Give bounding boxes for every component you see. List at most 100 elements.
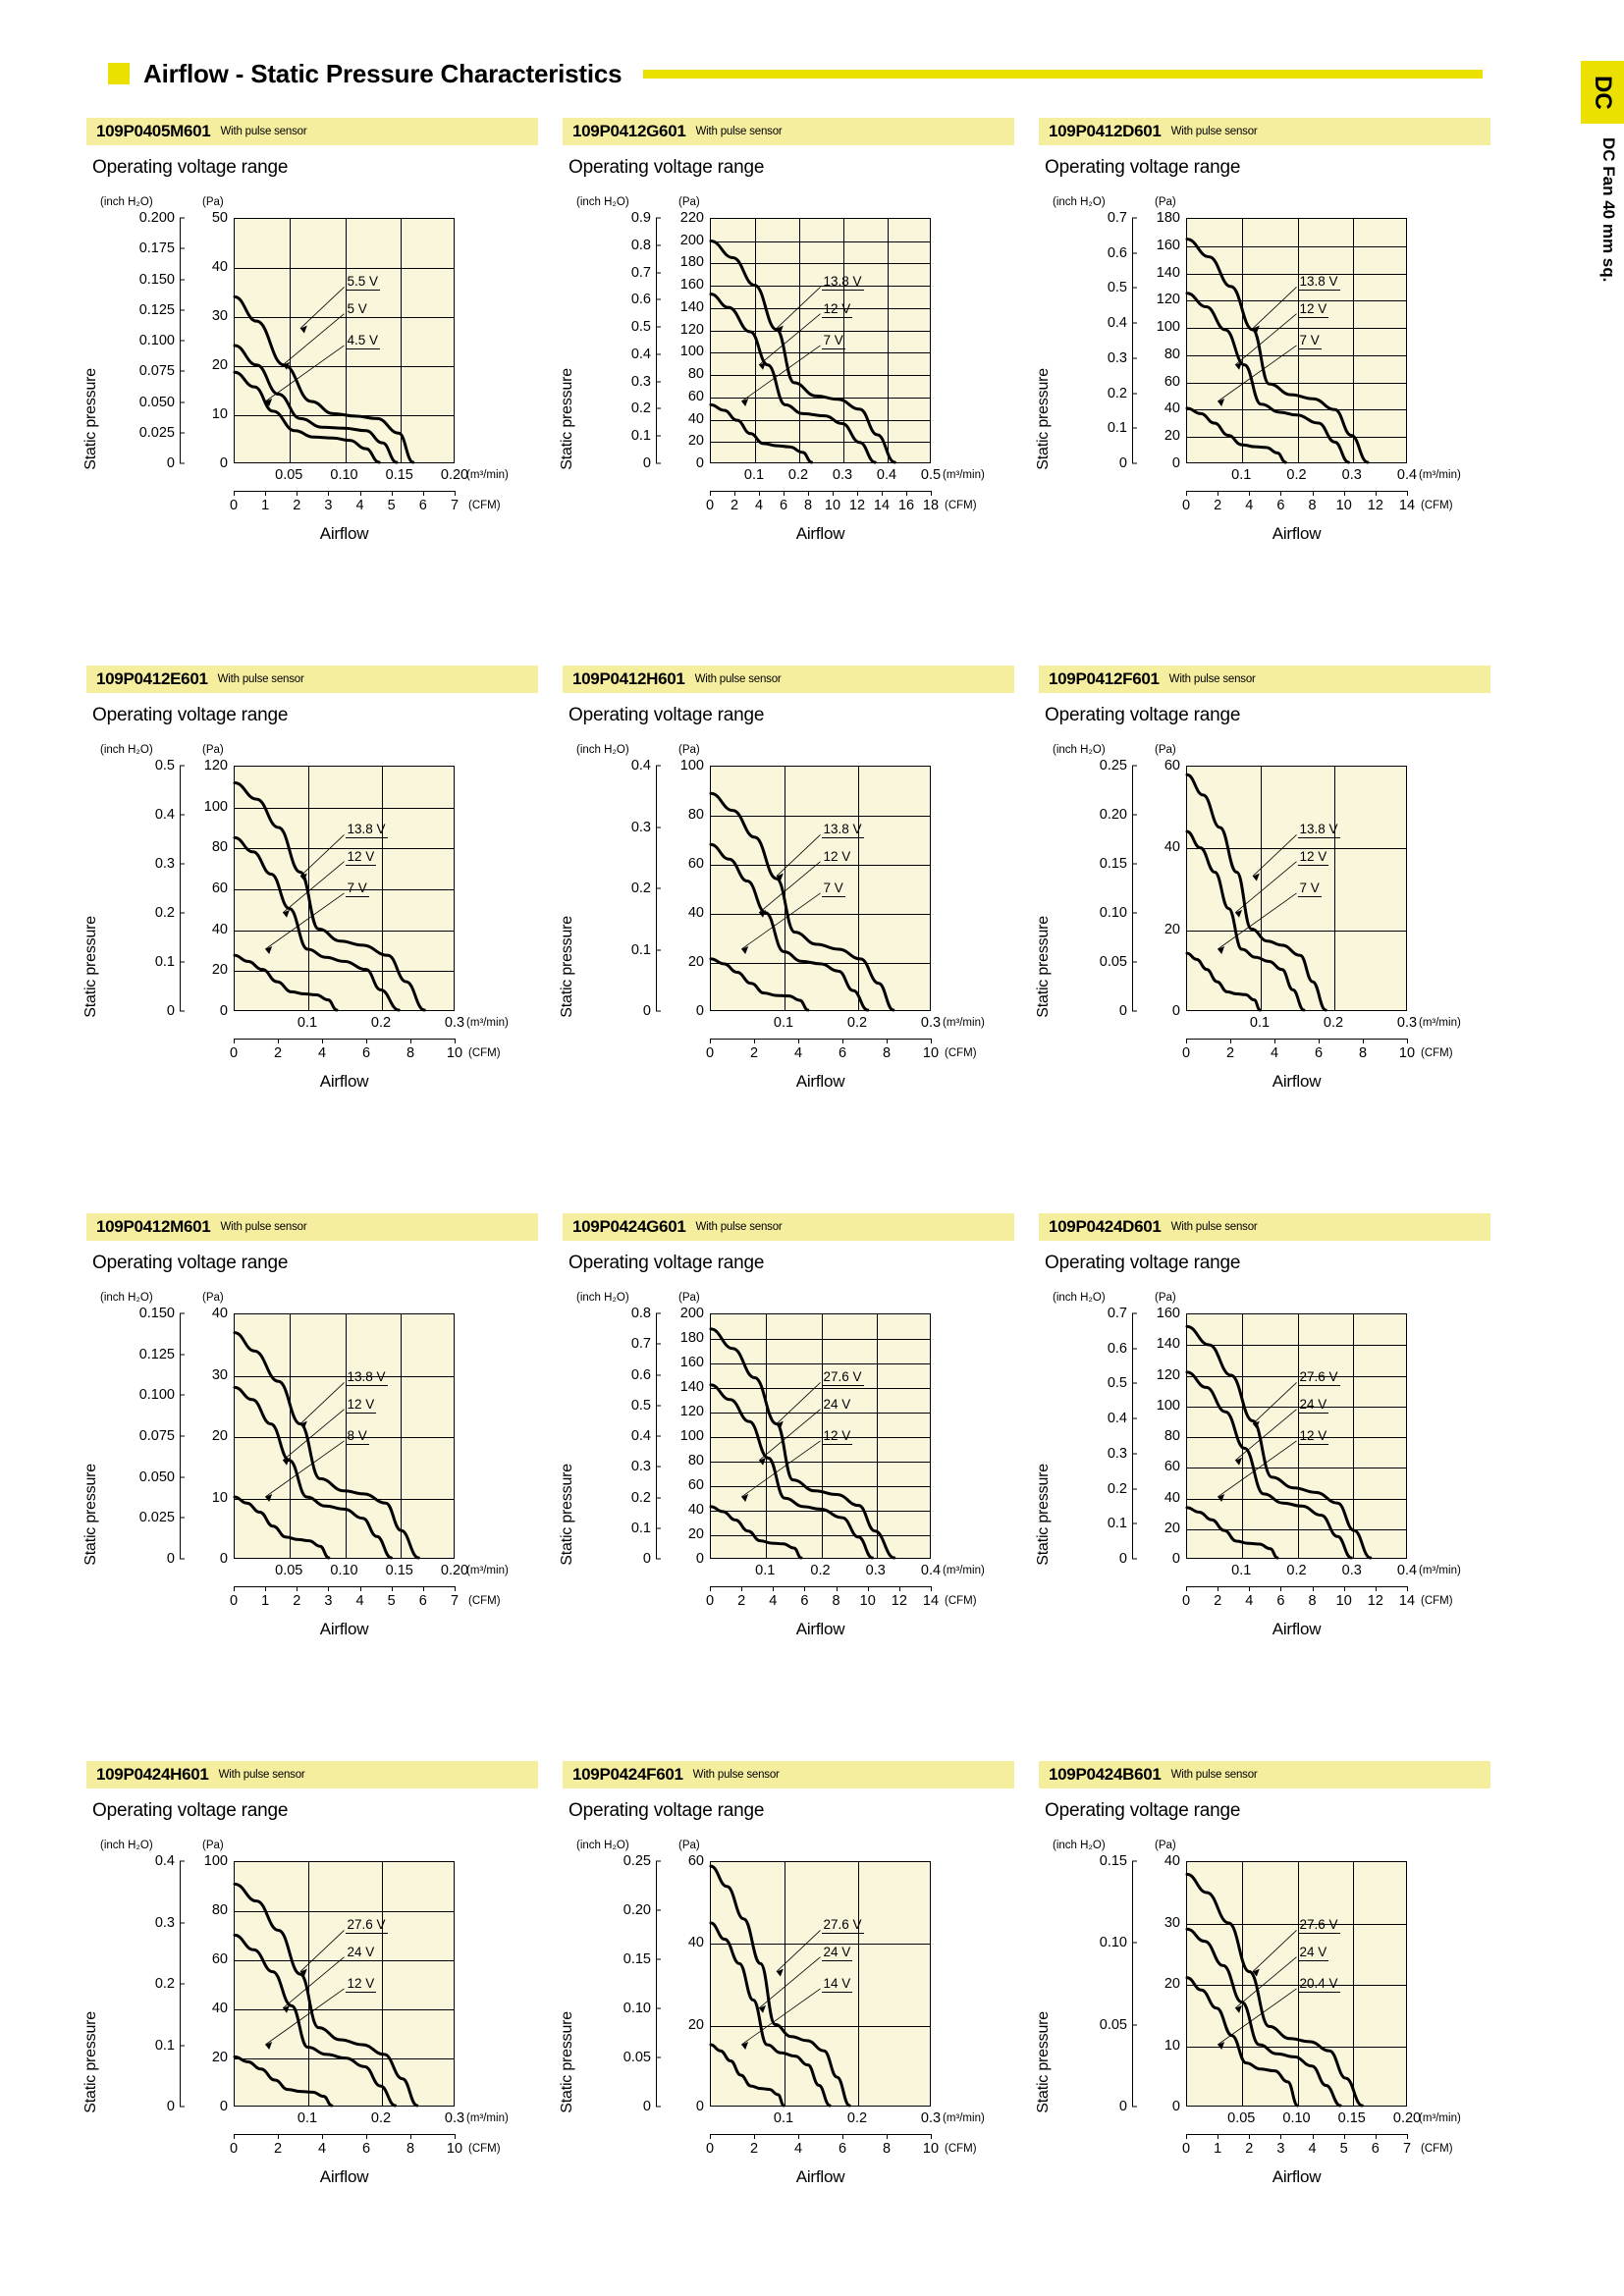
x-axis-label: Airflow <box>795 1072 845 1091</box>
y-axis-pa: 60 40 20 0 <box>661 1853 708 2114</box>
v-gridline <box>843 219 844 462</box>
chart: (inch H₂O) (Pa) Static pressure 0.25 0.20 0.1… <box>559 1840 1014 2281</box>
voltage-callout: 13.8 V <box>1297 274 1340 291</box>
curve-7v <box>711 404 812 462</box>
x-tick-m3min: 0.1 <box>743 467 765 483</box>
leader-line <box>741 893 820 949</box>
leader-arrowhead <box>265 2042 273 2050</box>
y-axis-label: Static pressure <box>1035 916 1052 1018</box>
y-axis-line <box>1132 218 1133 463</box>
y-tick-pa: 120 <box>1156 292 1180 308</box>
h-gridline <box>1187 300 1406 302</box>
x-tick-cfm: 2 <box>273 2141 283 2157</box>
y-tick-pa: 0 <box>1171 1551 1180 1567</box>
leader-line <box>1235 1957 1296 2008</box>
x-axis-ruler <box>710 1586 931 1587</box>
h-gridline <box>235 889 454 890</box>
axis-unit-row: (inch H₂O) (Pa) <box>86 196 538 212</box>
y-tickmark-inch <box>656 1466 661 1468</box>
y-unit-inch-h2o: (inch H₂O) <box>100 744 153 756</box>
voltage-callout: 7 V <box>1297 333 1322 349</box>
y-tick-pa: 180 <box>679 254 704 271</box>
leader-arrowhead <box>265 946 273 954</box>
y-axis-label: Static pressure <box>559 368 575 470</box>
y-unit-pa: (Pa) <box>1155 1292 1176 1304</box>
x-tick-cfm: 3 <box>324 498 333 513</box>
leader-arrowhead <box>1235 361 1242 370</box>
x-tick-cfm: 5 <box>387 1593 396 1609</box>
y-axis-inch: 0.4 0.3 0.2 0.1 0 <box>104 1853 185 2114</box>
y-tick-pa: 160 <box>1156 237 1180 253</box>
x-tick-cfm: 6 <box>361 2141 371 2157</box>
x-tick-m3min: 0.15 <box>385 1563 413 1578</box>
curve-276v <box>1187 1874 1362 2106</box>
chart: (inch H₂O) (Pa) Static pressure 0.200 0.175 0… <box>82 196 538 638</box>
x-tick-m3min: 0.3 <box>1396 1015 1418 1031</box>
chart-panel: 109P0424G601 With pulse sensor Operating v… <box>559 1213 1014 1743</box>
x-tickmark-cfm <box>1249 2134 1251 2139</box>
y-tick-pa: 10 <box>211 1489 228 1506</box>
x-tick-cfm: 5 <box>1339 2141 1348 2157</box>
x-unit-cfm: (CFM) <box>945 500 977 511</box>
x-tick-cfm: 3 <box>1276 2141 1285 2157</box>
y-tick-inch: 0.1 <box>630 428 651 445</box>
curve-14v <box>711 2045 784 2106</box>
x-tickmark-cfm <box>1186 491 1187 496</box>
y-tick-pa: 140 <box>679 1379 704 1395</box>
x-tickmark-cfm <box>234 491 235 496</box>
y-tick-inch: 0.15 <box>623 1951 651 1967</box>
x-tickmark-cfm <box>366 1039 367 1043</box>
v-gridline <box>858 1862 859 2106</box>
x-axis-ruler <box>1186 1039 1407 1040</box>
leader-arrowhead <box>741 399 749 406</box>
x-tick-m3min: 0.2 <box>787 467 809 483</box>
y-tick-inch: 0.6 <box>630 292 651 308</box>
y-tick-inch: 0 <box>1118 2099 1127 2114</box>
y-tick-inch: 0.025 <box>138 424 175 441</box>
x-tick-cfm: 6 <box>838 2141 847 2157</box>
y-tick-pa: 120 <box>679 1404 704 1419</box>
model-note: With pulse sensor <box>695 1221 783 1233</box>
y-tick-inch: 0 <box>1118 1003 1127 1019</box>
y-tick-pa: 30 <box>211 308 228 324</box>
model-number: 109P0412M601 <box>96 1217 211 1236</box>
y-tickmark-inch <box>180 1517 185 1519</box>
y-tick-inch: 0.8 <box>630 1306 651 1321</box>
x-unit-cfm: (CFM) <box>468 500 501 511</box>
x-tick-cfm: 8 <box>832 1593 840 1609</box>
x-axis-m3min: 0.1 0.2 0.3 0.4 (m³/min) <box>1186 1561 1461 1582</box>
model-header-bar: 109P0412G601 With pulse sensor <box>563 118 1014 145</box>
y-tick-inch: 0.20 <box>1099 807 1127 823</box>
voltage-callout: 5.5 V <box>345 274 381 291</box>
y-tick-pa: 180 <box>1156 210 1180 226</box>
x-tick-m3min: 0.2 <box>1286 467 1307 483</box>
x-axis-cfm: 0 1 2 3 4 5 6 7 (CFM) <box>1182 2134 1453 2167</box>
x-tickmark-cfm <box>887 1039 888 1043</box>
x-tickmark-cfm <box>784 491 785 496</box>
x-tick-cfm: 2 <box>1245 2141 1254 2157</box>
y-tick-pa: 0 <box>219 2099 228 2114</box>
curve-24v <box>1187 1372 1351 1558</box>
v-gridline <box>382 767 383 1010</box>
y-tick-inch: 0.20 <box>623 1902 651 1918</box>
x-tick-cfm: 10 <box>1398 1045 1416 1061</box>
voltage-callout: 7 V <box>821 333 845 349</box>
y-tick-pa: 40 <box>687 1502 704 1518</box>
x-unit-cfm: (CFM) <box>1421 500 1453 511</box>
x-tick-m3min: 0.20 <box>440 467 469 483</box>
y-tickmark-inch <box>180 1922 185 1923</box>
y-tickmark-inch <box>1132 814 1137 816</box>
model-header-bar: 109P0412H601 With pulse sensor <box>563 666 1014 693</box>
y-tickmark-inch <box>656 353 661 355</box>
chart: (inch H₂O) (Pa) Static pressure 0.9 0.8 0.7 0.… <box>559 196 1014 638</box>
voltage-callout: 12 V <box>821 300 853 318</box>
voltage-callout: 7 V <box>345 881 369 897</box>
x-tick-m3min: 0.2 <box>1286 1563 1307 1578</box>
y-tick-pa: 80 <box>1164 346 1180 362</box>
y-axis-line <box>1132 1861 1133 2107</box>
y-tick-inch: 0 <box>642 455 651 471</box>
y-tick-pa: 30 <box>1164 1914 1180 1931</box>
y-tick-inch: 0.6 <box>630 1366 651 1383</box>
h-gridline <box>1187 328 1406 330</box>
x-axis-ruler <box>1186 1586 1407 1587</box>
